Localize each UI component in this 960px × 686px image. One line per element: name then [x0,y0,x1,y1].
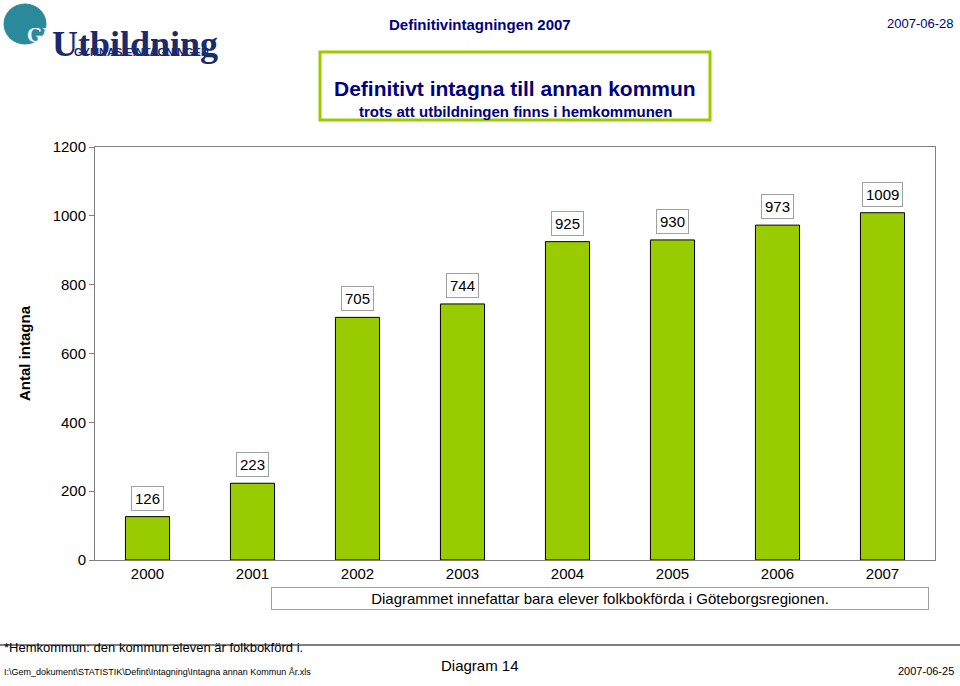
svg-text:Utbildning: Utbildning [52,24,218,64]
svg-text:1000: 1000 [53,207,86,224]
svg-text:925: 925 [555,215,580,232]
svg-text:200: 200 [61,482,86,499]
svg-text:I:\Gem_dokument\STATISTIK\Defi: I:\Gem_dokument\STATISTIK\Defint\Intagni… [4,667,311,677]
svg-text:trots att utbildningen finns i: trots att utbildningen finns i hemkommun… [359,103,672,120]
svg-text:223: 223 [240,456,265,473]
svg-text:1009: 1009 [866,186,899,203]
svg-text:2003: 2003 [446,565,479,582]
svg-text:705: 705 [345,290,370,307]
svg-text:2001: 2001 [236,565,269,582]
svg-text:GYMNASIEINTAGNINGEN: GYMNASIEINTAGNINGEN [74,46,209,58]
svg-text:126: 126 [135,490,160,507]
svg-text:Diagram 14: Diagram 14 [441,657,519,674]
svg-text:2007-06-28: 2007-06-28 [887,16,954,31]
svg-text:Diagrammet innefattar bara ele: Diagrammet innefattar bara elever folkbo… [371,590,829,607]
svg-text:973: 973 [765,198,790,215]
svg-text:600: 600 [61,345,86,362]
svg-text:*Hemkommun: den kommun eleven: *Hemkommun: den kommun eleven är folkbok… [4,640,303,655]
svg-text:2004: 2004 [551,565,584,582]
svg-text:Definitivt intagna till annan: Definitivt intagna till annan kommun [334,77,696,100]
svg-text:2007-06-25: 2007-06-25 [898,665,954,677]
svg-text:0: 0 [78,551,86,568]
svg-text:2000: 2000 [131,565,164,582]
svg-text:GR: GR [27,24,58,46]
svg-text:Definitivintagningen 2007: Definitivintagningen 2007 [389,16,571,33]
svg-text:2005: 2005 [656,565,689,582]
svg-text:1200: 1200 [53,138,86,155]
svg-text:744: 744 [450,277,475,294]
svg-text:2002: 2002 [341,565,374,582]
svg-text:400: 400 [61,414,86,431]
svg-text:2007: 2007 [866,565,899,582]
svg-text:930: 930 [660,213,685,230]
svg-text:800: 800 [61,276,86,293]
svg-text:2006: 2006 [761,565,794,582]
svg-text:Antal intagna: Antal intagna [16,305,33,401]
